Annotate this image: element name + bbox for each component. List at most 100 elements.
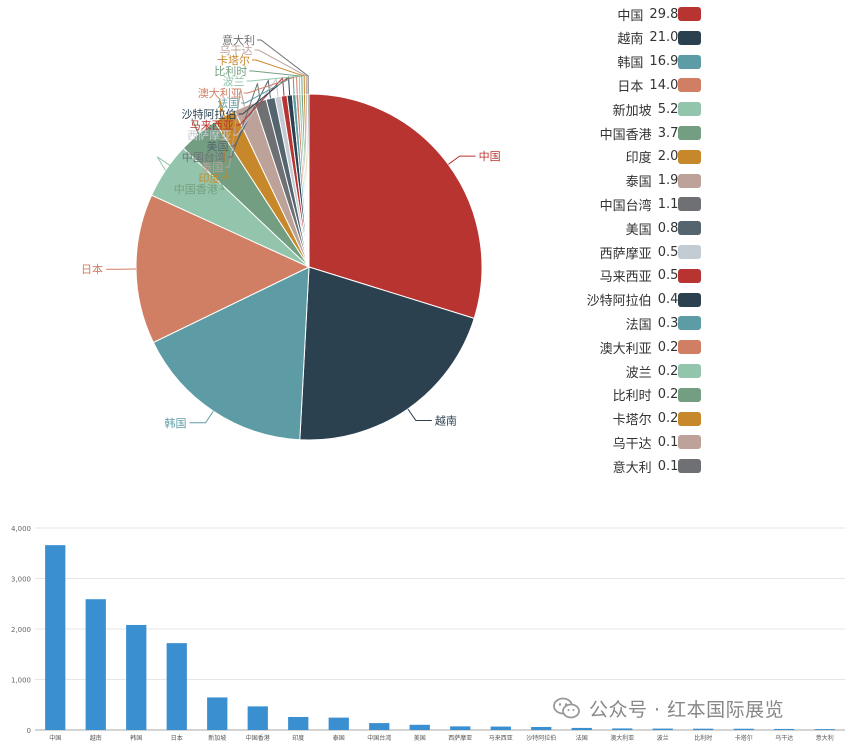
legend-swatch — [678, 435, 701, 450]
bar-mark — [733, 728, 754, 730]
pie-label-line — [243, 75, 298, 95]
bar-xtick-label: 沙特阿拉伯 — [526, 734, 556, 742]
bar-xtick-label: 中国香港 — [246, 734, 270, 742]
pie-slice-label: 波兰 — [223, 75, 245, 88]
bar-ytick-label: 1,000 — [11, 677, 31, 685]
legend-label: 中国 — [617, 8, 644, 24]
bar-xtick-label: 中国台湾 — [367, 734, 391, 742]
wechat-icon — [553, 697, 580, 719]
legend-swatch — [678, 221, 701, 236]
pie-label-line — [219, 99, 228, 179]
pie-slice-label: 越南 — [435, 413, 457, 427]
legend-swatch — [678, 268, 701, 283]
bar-mark — [531, 726, 552, 730]
legend-label: 中国香港 — [599, 127, 652, 143]
legend-swatch — [678, 364, 701, 378]
legend-label: 西萨摩亚 — [599, 246, 652, 262]
legend-swatch — [678, 149, 701, 164]
pie-label-line — [246, 75, 301, 95]
bar-xtick-label: 意大利 — [816, 734, 834, 742]
legend-label: 波兰 — [625, 365, 652, 381]
legend-label: 韩国 — [617, 56, 644, 72]
bar-mark — [207, 697, 228, 730]
bar-xtick-label: 越南 — [90, 734, 102, 742]
legend-swatch — [678, 316, 701, 331]
pie-label-line — [252, 59, 305, 95]
legend-label: 卡塔尔 — [612, 413, 652, 429]
bar-xtick-label: 澳大利亚 — [610, 734, 634, 742]
legend-label: 意大利 — [612, 460, 652, 476]
legend-swatch — [678, 54, 701, 69]
bar-mark — [652, 728, 673, 730]
pie-slice-label: 中国台湾 — [182, 150, 226, 164]
bar-xtick-label: 西萨摩亚 — [448, 734, 472, 742]
bar-mark — [85, 599, 106, 730]
legend-label: 比利时 — [612, 389, 652, 405]
pie-label-line — [448, 155, 476, 165]
pie-slice-label: 法国 — [217, 96, 239, 110]
bar-mark — [693, 728, 714, 730]
legend-swatch — [678, 126, 701, 140]
pie-slice-label: 沙特阿拉伯 — [182, 107, 237, 121]
pie-slice-label: 比利时 — [214, 65, 247, 78]
bar-xtick-label: 中国 — [49, 734, 61, 742]
bar-mark — [126, 624, 147, 730]
bar-mark — [166, 643, 187, 730]
legend-swatch — [678, 245, 701, 259]
bar-xtick-label: 法国 — [576, 734, 588, 742]
bar-xtick-label: 波兰 — [657, 734, 669, 742]
bar-xtick-label: 韩国 — [130, 734, 142, 742]
bar-xtick-label: 日本 — [171, 734, 183, 742]
bar-mark — [45, 545, 66, 730]
pie-slice-label: 美国 — [207, 140, 229, 153]
legend-label: 中国台湾 — [599, 198, 652, 214]
legend-label: 乌干达 — [612, 436, 652, 452]
pie-label-line — [189, 410, 214, 424]
pie-slice — [306, 93, 310, 268]
bar-xtick-label: 新加坡 — [208, 734, 226, 742]
pie-label-line — [241, 75, 295, 104]
pie-label-line — [225, 89, 245, 168]
legend-swatch — [678, 197, 701, 212]
bar-ytick-label: 3,000 — [11, 576, 31, 584]
bar-mark — [814, 729, 835, 730]
pie-slice — [308, 93, 483, 319]
bar-xtick-label: 乌干达 — [775, 734, 793, 742]
bar-mark — [288, 716, 309, 730]
legend-label: 越南 — [617, 32, 644, 48]
pie-slice-label: 日本 — [81, 262, 103, 276]
bar-mark — [490, 726, 511, 730]
pie-slice-label: 韩国 — [165, 416, 187, 430]
legend-swatch — [678, 7, 701, 21]
legend-swatch — [678, 411, 701, 426]
bar-mark — [409, 724, 430, 730]
bar-xtick-label: 马来西亚 — [489, 734, 513, 742]
legend-label: 沙特阿拉伯 — [586, 294, 652, 310]
pie-label-line — [191, 118, 225, 190]
bar-ytick-label: 4,000 — [11, 525, 31, 533]
pie-slice-label: 泰国 — [201, 160, 223, 174]
bar-xtick-label: 美国 — [414, 734, 426, 742]
pie-slice — [299, 266, 475, 441]
legend-swatch — [678, 292, 701, 307]
legend-swatch — [678, 102, 701, 117]
bar-xtick-label: 泰国 — [333, 734, 345, 742]
bar-xtick-label: 卡塔尔 — [735, 734, 753, 742]
pie-label-line — [235, 76, 285, 126]
legend-label: 日本 — [617, 79, 644, 95]
watermark-text: 公众号 · 红本国际展览 — [589, 698, 785, 721]
legend-label: 印度 — [625, 151, 652, 167]
pie-label-line — [238, 76, 291, 115]
bar-xtick-label: 印度 — [292, 734, 304, 742]
pie-label-line — [249, 70, 303, 95]
bar-xtick-label: 比利时 — [694, 734, 712, 742]
bar-ytick-label: 0 — [27, 727, 31, 735]
pie-label-line — [156, 156, 223, 201]
legend-label: 新加坡 — [612, 103, 652, 119]
legend-label: 泰国 — [625, 175, 652, 191]
legend-swatch — [678, 30, 701, 45]
legend-swatch — [678, 387, 701, 402]
bar-mark — [369, 723, 390, 730]
pie-slice-label: 中国 — [479, 150, 501, 163]
